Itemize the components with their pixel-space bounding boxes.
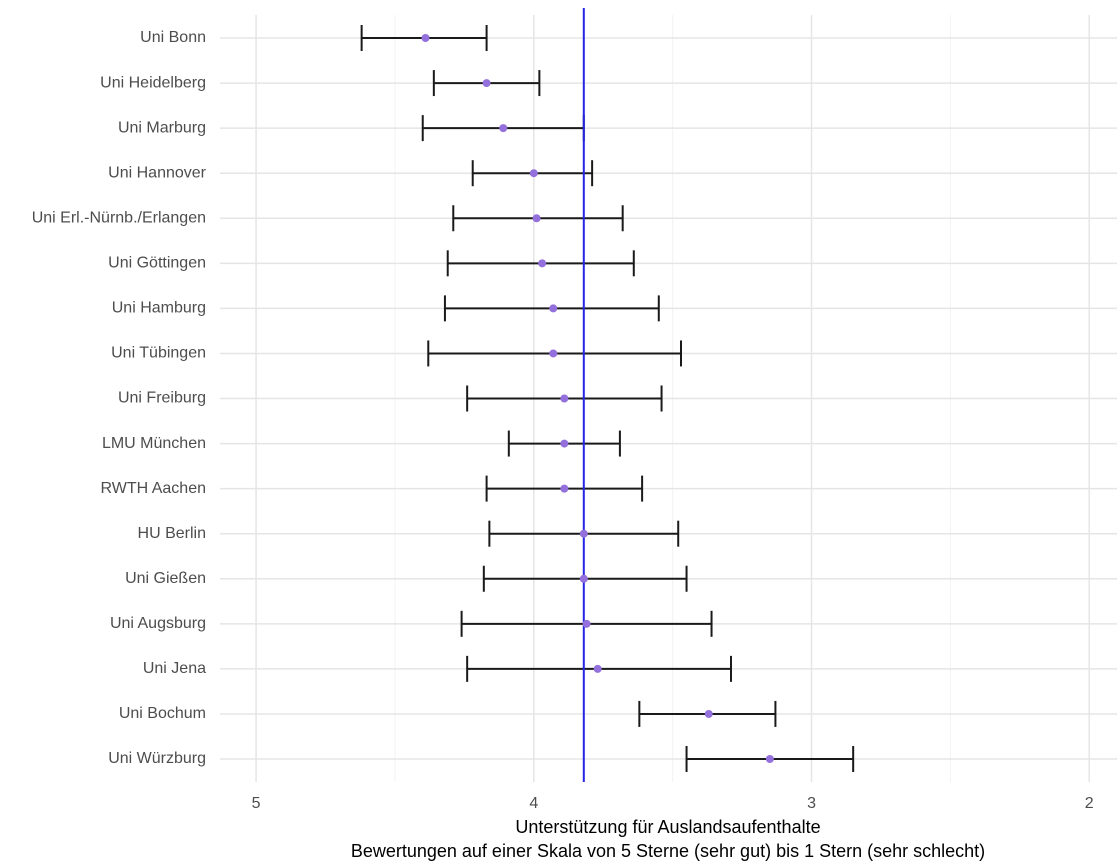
y-tick-label: Uni Augsburg (110, 615, 206, 632)
point (549, 304, 558, 313)
point (704, 709, 713, 718)
y-tick-label: Uni Würzburg (108, 750, 206, 767)
y-tick-label: Uni Marburg (118, 119, 206, 136)
x-tick-label: 2 (1085, 795, 1094, 812)
y-tick-label: RWTH Aachen (100, 480, 206, 497)
y-tick-label: Uni Bonn (140, 29, 206, 46)
point (538, 259, 547, 268)
x-axis-subtitle: Bewertungen auf einer Skala von 5 Sterne… (351, 841, 985, 861)
y-tick-label: Uni Erl.-Nürnb./Erlangen (32, 209, 206, 226)
point (560, 439, 569, 448)
y-tick-label: Uni Hamburg (112, 300, 206, 317)
x-tick-label: 4 (529, 795, 538, 812)
point (765, 755, 774, 763)
x-tick-label: 3 (807, 795, 816, 812)
x-tick-label: 5 (252, 795, 261, 812)
x-axis-title: Unterstützung für Auslandsaufenthalte (515, 817, 820, 837)
point (579, 529, 588, 538)
point (499, 124, 508, 133)
y-tick-label: Uni Hannover (108, 164, 207, 181)
y-tick-label: Uni Gießen (125, 570, 206, 587)
y-tick-label: Uni Tübingen (111, 345, 206, 362)
y-tick-label: Uni Heidelberg (100, 74, 206, 91)
point (421, 34, 430, 42)
point (579, 574, 588, 583)
y-tick-label: Uni Jena (143, 660, 206, 677)
point (482, 79, 491, 88)
y-tick-label: LMU München (102, 435, 206, 452)
point (560, 484, 569, 493)
y-tick-label: Uni Freiburg (118, 390, 206, 407)
y-tick-label: Uni Göttingen (108, 255, 206, 272)
point (593, 664, 602, 673)
point (532, 214, 541, 223)
point (549, 349, 558, 358)
point (560, 394, 569, 403)
y-tick-label: HU Berlin (138, 525, 206, 542)
point (529, 169, 538, 178)
point (582, 619, 591, 628)
y-tick-label: Uni Bochum (119, 705, 206, 722)
